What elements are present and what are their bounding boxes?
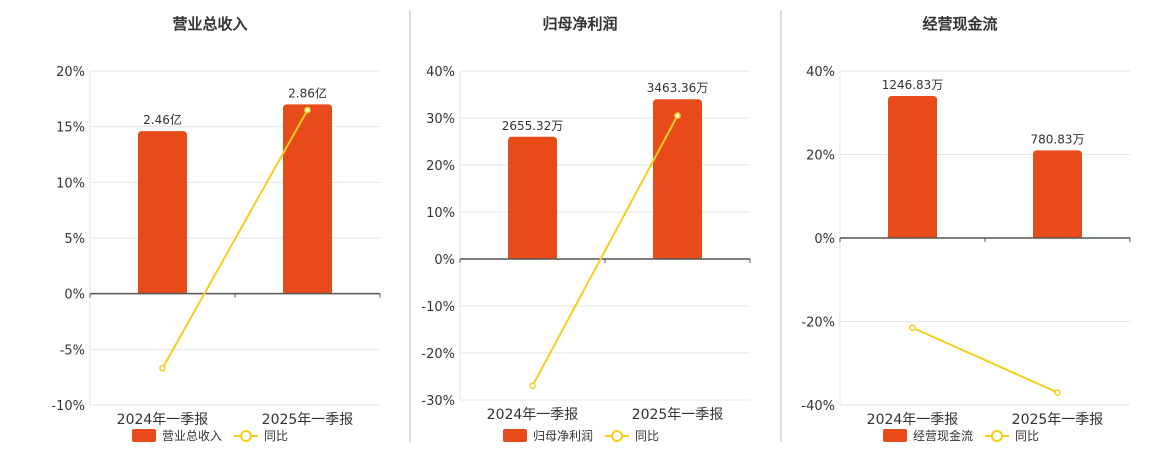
y-tick-label: 20% bbox=[806, 149, 835, 164]
y-tick-label: 20% bbox=[56, 65, 85, 80]
yoy-point bbox=[159, 364, 166, 372]
x-tick-label: 2025年一季报 bbox=[262, 412, 354, 428]
bar bbox=[508, 136, 557, 259]
bar-data-label: 3463.36万 bbox=[647, 81, 709, 95]
legend-line-marker bbox=[240, 430, 252, 442]
y-tick-label: 0% bbox=[814, 232, 835, 247]
bar bbox=[138, 131, 187, 294]
y-tick-label: 40% bbox=[806, 65, 835, 80]
y-tick-label: 5% bbox=[64, 232, 85, 247]
y-tick-label: 10% bbox=[426, 206, 455, 221]
yoy-line bbox=[912, 326, 1058, 394]
yoy-point bbox=[674, 112, 681, 120]
y-tick-label: -20% bbox=[801, 316, 835, 331]
y-tick-label: 20% bbox=[426, 159, 455, 174]
bar bbox=[653, 99, 702, 259]
legend-bar-swatch bbox=[503, 429, 527, 442]
bar bbox=[888, 96, 937, 238]
bar-data-label: 2.46亿 bbox=[143, 112, 182, 127]
y-tick-label: 0% bbox=[64, 288, 85, 303]
x-tick-label: 2024年一季报 bbox=[867, 412, 959, 428]
x-tick-label: 2024年一季报 bbox=[487, 407, 579, 423]
x-tick-label: 2024年一季报 bbox=[117, 412, 209, 428]
bar bbox=[283, 104, 332, 294]
bar bbox=[1033, 150, 1082, 238]
yoy-point bbox=[529, 382, 536, 390]
y-tick-label: -5% bbox=[60, 343, 85, 358]
yoy-point bbox=[909, 324, 916, 332]
legend-bar-swatch bbox=[883, 429, 907, 442]
yoy-point bbox=[1054, 389, 1061, 396]
bar-data-label: 1246.83万 bbox=[882, 78, 944, 92]
y-tick-label: -10% bbox=[51, 399, 85, 414]
yoy-line bbox=[531, 115, 679, 387]
legend-line-marker bbox=[611, 430, 623, 442]
y-tick-label: 10% bbox=[56, 176, 85, 191]
legend-bar-label: 营业总收入 bbox=[162, 429, 222, 443]
x-tick-label: 2025年一季报 bbox=[632, 407, 724, 423]
yoy-line bbox=[161, 109, 309, 369]
legend-line-marker bbox=[991, 430, 1003, 442]
chart-panel-1: 营业总收入 -10% -5% 0% 5% 10% 15% 20% 2.46亿 2.86亿 2024年… bbox=[51, 15, 381, 443]
y-tick-label: 15% bbox=[56, 121, 85, 136]
bar-data-label: 2.86亿 bbox=[288, 85, 327, 100]
y-tick-label: 40% bbox=[426, 65, 455, 80]
legend-bar-label: 经营现金流 bbox=[913, 428, 973, 443]
legend-bar-label: 归母净利润 bbox=[533, 429, 593, 443]
y-tick-label: -40% bbox=[801, 399, 835, 414]
chart-panel-3: 经营现金流 -40% -20% 0% 20% 40% 1246.83万 780.83万 2024… bbox=[801, 15, 1131, 443]
y-tick-label: -10% bbox=[421, 300, 455, 315]
bar-data-label: 2655.32万 bbox=[502, 119, 564, 133]
legend-bar-swatch bbox=[132, 429, 156, 442]
legend-line-label: 同比 bbox=[264, 429, 288, 443]
chart-title: 营业总收入 bbox=[172, 15, 247, 33]
legend-line-label: 同比 bbox=[635, 429, 659, 443]
x-tick-label: 2025年一季报 bbox=[1012, 412, 1104, 428]
chart-title: 归母净利润 bbox=[542, 15, 617, 33]
chart-panel-2: 归母净利润 -30% -20% -10% 0% 10% 20% 30% 40% 2655.32万 3… bbox=[421, 15, 751, 443]
legend-line-label: 同比 bbox=[1015, 429, 1039, 443]
y-tick-label: 30% bbox=[426, 112, 455, 127]
y-tick-label: -20% bbox=[421, 347, 455, 362]
chart-title: 经营现金流 bbox=[922, 15, 997, 33]
yoy-point bbox=[304, 106, 311, 114]
y-tick-label: -30% bbox=[421, 394, 455, 409]
bar-data-label: 780.83万 bbox=[1031, 132, 1085, 146]
y-tick-label: 0% bbox=[434, 253, 455, 268]
